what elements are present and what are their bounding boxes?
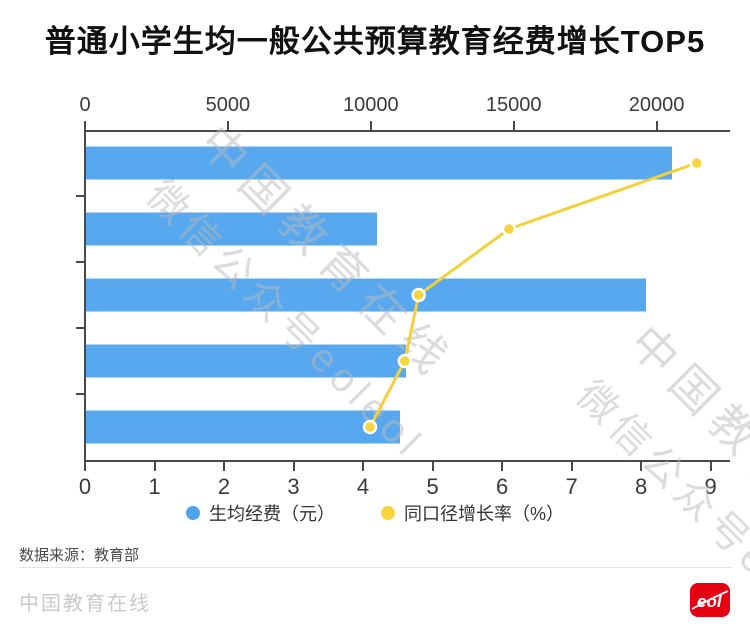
page-title: 普通小学生均一般公共预算教育经费增长TOP5 bbox=[44, 24, 706, 59]
bottom-axis-tick bbox=[709, 462, 712, 471]
legend-label: 生均经费（元） bbox=[208, 504, 335, 524]
y-axis-boundary-tick bbox=[76, 195, 85, 197]
plot-area: 050001000015000200000123456789天津市湖南省浙江省江… bbox=[76, 94, 728, 499]
bottom-axis-tick bbox=[570, 462, 573, 471]
legend-dot-blue bbox=[185, 506, 200, 520]
bar-湖南省 bbox=[86, 212, 378, 246]
y-axis-line bbox=[84, 130, 86, 462]
top-axis-tick-label: 15000 bbox=[485, 94, 542, 116]
legend-label: 同口径增长率（%） bbox=[403, 504, 564, 524]
footer-divider bbox=[18, 567, 732, 568]
bottom-axis-tick-label: 7 bbox=[565, 474, 578, 499]
bar-天津市 bbox=[86, 146, 672, 180]
top-axis-tick-label: 0 bbox=[79, 94, 91, 116]
line-marker bbox=[397, 353, 413, 369]
bottom-axis-tick bbox=[84, 462, 86, 471]
bottom-axis-line bbox=[85, 460, 730, 462]
top-axis-tick bbox=[84, 121, 86, 130]
bar-江西省 bbox=[86, 344, 407, 378]
bottom-axis-tick bbox=[153, 462, 156, 471]
line-marker bbox=[689, 155, 704, 171]
data-source-label: 数据来源：教育部 bbox=[19, 547, 140, 564]
bottom-axis-tick-label: 5 bbox=[426, 474, 439, 499]
y-axis-boundary-tick bbox=[76, 261, 85, 263]
line-marker bbox=[501, 221, 517, 237]
top-axis-tick-label: 20000 bbox=[628, 94, 685, 116]
top-axis-line bbox=[85, 130, 730, 132]
legend-dot-yellow bbox=[380, 506, 395, 520]
legend-item-bar: 生均经费（元） bbox=[185, 500, 335, 526]
bottom-axis-tick bbox=[292, 462, 295, 471]
bottom-axis-tick bbox=[223, 462, 226, 471]
brand-name: 中国教育在线 bbox=[19, 593, 151, 615]
bottom-axis-tick-label: 2 bbox=[217, 474, 231, 499]
bottom-axis-tick-label: 4 bbox=[356, 474, 370, 499]
bottom-axis-tick bbox=[431, 462, 434, 471]
bottom-axis-tick-label: 1 bbox=[148, 474, 161, 499]
line-marker bbox=[362, 419, 378, 435]
top-axis-tick bbox=[512, 121, 515, 130]
eol-logo: eol bbox=[690, 583, 730, 617]
bottom-axis-tick bbox=[640, 462, 643, 471]
growth-rate-line bbox=[362, 155, 704, 435]
bar-山东省 bbox=[86, 410, 401, 444]
y-axis-boundary-tick bbox=[76, 327, 85, 329]
top-axis-tick-label: 10000 bbox=[342, 94, 399, 116]
top-axis-tick-label: 5000 bbox=[205, 94, 251, 116]
top-axis-tick bbox=[226, 121, 229, 130]
chart-legend: 生均经费（元） 同口径增长率（%） bbox=[0, 500, 750, 526]
y-axis-boundary-tick bbox=[76, 393, 85, 395]
bottom-axis-tick-label: 8 bbox=[634, 474, 648, 499]
line-marker bbox=[411, 287, 426, 303]
bar-浙江省 bbox=[86, 278, 647, 312]
bottom-axis-tick bbox=[362, 462, 365, 471]
bottom-axis-tick-label: 3 bbox=[287, 474, 300, 499]
bottom-axis-tick-label: 0 bbox=[78, 474, 92, 499]
bottom-axis-tick-label: 9 bbox=[704, 474, 717, 499]
bottom-axis-tick bbox=[501, 462, 504, 471]
top-axis-tick bbox=[369, 121, 372, 130]
top-axis-tick bbox=[655, 121, 658, 130]
legend-item-line: 同口径增长率（%） bbox=[380, 500, 564, 526]
bottom-axis-tick-label: 6 bbox=[495, 474, 509, 499]
